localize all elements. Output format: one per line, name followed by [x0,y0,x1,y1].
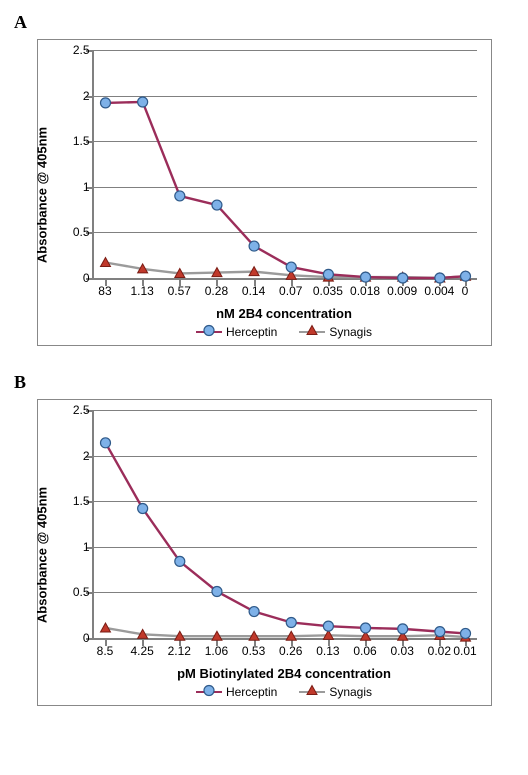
chart-a-legend: Herceptin Synagis [92,325,477,339]
chart-b-y-title: Absorbance @ 405nm [34,486,49,622]
chart-a-plot-wrap: 00.511.522.5831.130.570.280.140.070.0350… [92,50,477,339]
y-tick-label: 1.5 [73,494,90,508]
herceptin-line [105,443,465,634]
x-tick-label: 0.004 [424,284,454,298]
legend-swatch-synagis [299,686,325,698]
chart-a-x-title: nM 2B4 concentration [92,306,477,321]
chart-a: Absorbance @ 405nm 00.511.522.5831.130.5… [37,39,492,346]
chart-a-box: Absorbance @ 405nm 00.511.522.5831.130.5… [46,50,483,339]
chart-b: Absorbance @ 405nm 00.511.522.58.54.252.… [37,399,492,706]
x-tick-label: 1.06 [205,644,228,658]
legend-item-synagis: Synagis [299,685,372,699]
page: { "panel_labels": { "a": "A", "b": "B" }… [0,0,528,775]
herceptin-line [105,102,465,278]
y-tick-label: 0.5 [73,585,90,599]
legend-item-synagis: Synagis [299,325,372,339]
y-tick-label: 2 [83,449,90,463]
legend-label-synagis: Synagis [329,685,372,699]
y-tick-label: 1.5 [73,134,90,148]
x-tick-label: 0.02 [428,644,451,658]
gridline [94,50,477,51]
synagis-line [105,628,465,637]
legend-label-herceptin: Herceptin [226,325,277,339]
series-svg [94,50,477,278]
x-tick-label: 0.26 [279,644,302,658]
x-tick-label: 0.13 [316,644,339,658]
synagis-line [105,262,465,278]
x-tick-label: 0.53 [242,644,265,658]
legend-swatch-herceptin [196,326,222,338]
x-tick-label: 0.03 [391,644,414,658]
gridline [94,456,477,457]
series-svg [94,410,477,638]
chart-a-y-title: Absorbance @ 405nm [34,126,49,262]
x-tick-label: 0.07 [279,284,302,298]
legend-item-herceptin: Herceptin [196,685,277,699]
gridline [94,410,477,411]
x-tick-label: 0.009 [387,284,417,298]
y-tick-label: 2 [83,89,90,103]
y-tick-label: 0 [83,271,90,285]
legend-label-herceptin: Herceptin [226,685,277,699]
x-tick-label: 4.25 [130,644,153,658]
y-tick-label: 0 [83,631,90,645]
y-tick-label: 1 [83,540,90,554]
x-tick-label: 0.28 [205,284,228,298]
legend-swatch-synagis [299,326,325,338]
x-tick-label: 0.018 [350,284,380,298]
chart-a-plot: 00.511.522.5831.130.570.280.140.070.0350… [92,50,477,280]
x-tick-label: 2.12 [168,644,191,658]
gridline [94,141,477,142]
legend-item-herceptin: Herceptin [196,325,277,339]
x-tick-label: 1.13 [130,284,153,298]
gridline [94,501,477,502]
x-tick-label: 0.01 [453,644,476,658]
y-tick-label: 0.5 [73,225,90,239]
chart-b-x-title: pM Biotinylated 2B4 concentration [92,666,477,681]
gridline [94,96,477,97]
y-tick-label: 1 [83,180,90,194]
gridline [94,547,477,548]
gridline [94,592,477,593]
x-tick-label: 0.035 [313,284,343,298]
gridline [94,187,477,188]
legend-swatch-herceptin [196,686,222,698]
x-tick-label: 0.57 [168,284,191,298]
x-tick-label: 0 [462,284,469,298]
x-tick-label: 0.06 [353,644,376,658]
panel-label-b: B [14,372,514,393]
chart-b-legend: Herceptin Synagis [92,685,477,699]
x-tick-label: 8.5 [97,644,114,658]
y-tick-label: 2.5 [73,43,90,57]
y-tick-label: 2.5 [73,403,90,417]
panel-label-a: A [14,12,514,33]
gridline [94,232,477,233]
chart-b-plot-wrap: 00.511.522.58.54.252.121.060.530.260.130… [92,410,477,699]
x-tick-label: 0.14 [242,284,265,298]
x-tick-label: 83 [98,284,111,298]
chart-b-box: Absorbance @ 405nm 00.511.522.58.54.252.… [46,410,483,699]
legend-label-synagis: Synagis [329,325,372,339]
chart-b-plot: 00.511.522.58.54.252.121.060.530.260.130… [92,410,477,640]
